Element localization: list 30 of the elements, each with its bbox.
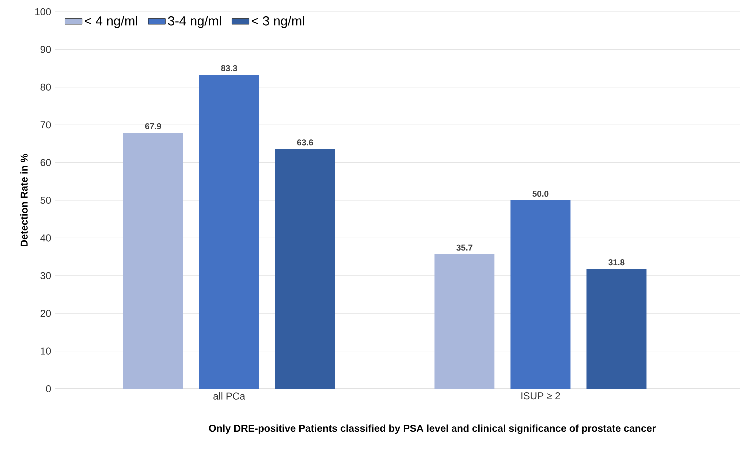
data-label: 67.9 bbox=[145, 123, 162, 130]
data-label: 31.8 bbox=[608, 260, 625, 266]
y-tick-label: 40 bbox=[40, 234, 52, 242]
y-tick-label: 0 bbox=[46, 385, 52, 393]
legend-label: 3-4 ng/ml bbox=[168, 16, 222, 28]
y-tick-label: 90 bbox=[40, 46, 52, 54]
y-axis-title: Detection Rate in % bbox=[20, 154, 28, 246]
y-tick-label: 20 bbox=[40, 310, 52, 318]
data-label: 50.0 bbox=[532, 190, 549, 197]
y-tick-label: 60 bbox=[40, 159, 52, 166]
bar bbox=[510, 200, 571, 389]
y-tick-label: 10 bbox=[41, 348, 52, 355]
y-tick-label: 30 bbox=[40, 272, 52, 280]
y-tick-label: 50 bbox=[40, 196, 52, 204]
data-label: 83.3 bbox=[221, 65, 238, 72]
legend-label: < 4 ng/ml bbox=[85, 16, 138, 28]
y-tick-label: 100 bbox=[36, 8, 52, 16]
data-label: 63.6 bbox=[297, 140, 314, 146]
x-tick-label: ISUP ≥ 2 bbox=[522, 392, 560, 400]
bar bbox=[123, 133, 184, 389]
data-label: 35.7 bbox=[456, 244, 473, 251]
bar bbox=[434, 254, 495, 389]
x-tick-label: all PCa bbox=[214, 392, 246, 400]
x-axis-title: Only DRE-positive Patients classified by PSA level and clinical significance of prostate cancer bbox=[209, 424, 656, 434]
y-tick-label: 70 bbox=[40, 122, 52, 129]
y-tick-label: 80 bbox=[40, 84, 52, 91]
bar bbox=[586, 269, 647, 389]
bar bbox=[275, 149, 336, 389]
bar bbox=[199, 74, 260, 389]
legend-label: < 3 ng/ml bbox=[252, 16, 304, 28]
